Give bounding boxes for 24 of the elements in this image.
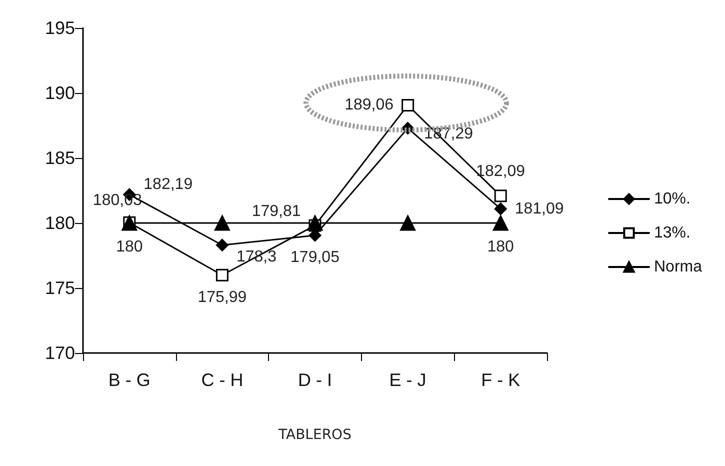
y-tick-label: 180 bbox=[44, 213, 75, 233]
y-tick-label: 175 bbox=[44, 278, 75, 298]
legend-label: 13%. bbox=[654, 224, 690, 242]
x-tick-label: E - J bbox=[389, 370, 426, 390]
data-label: 189,06 bbox=[344, 96, 394, 114]
data-label: 182,19 bbox=[144, 176, 193, 194]
data-label: 180 bbox=[116, 238, 143, 256]
y-tick-label: 170 bbox=[44, 343, 75, 363]
data-label: 179,05 bbox=[290, 249, 340, 266]
y-tick-label: 195 bbox=[44, 18, 75, 38]
x-tick-label: C - H bbox=[201, 370, 244, 390]
data-label: 180 bbox=[487, 238, 514, 256]
legend-label: Norma bbox=[654, 258, 702, 276]
x-tick-label: F - K bbox=[481, 370, 520, 390]
x-tick-label: D - I bbox=[298, 370, 332, 390]
data-label: 181,09 bbox=[514, 200, 564, 218]
data-label: 179,81 bbox=[252, 202, 301, 220]
y-tick-label: 185 bbox=[44, 148, 75, 168]
x-axis-title: TABLEROS bbox=[278, 427, 352, 443]
data-label: 182,09 bbox=[476, 163, 526, 180]
legend-label: 10%. bbox=[654, 190, 690, 208]
data-label: 175,99 bbox=[198, 288, 247, 306]
y-tick-label: 190 bbox=[44, 83, 75, 103]
x-tick-label: B - G bbox=[108, 370, 150, 390]
